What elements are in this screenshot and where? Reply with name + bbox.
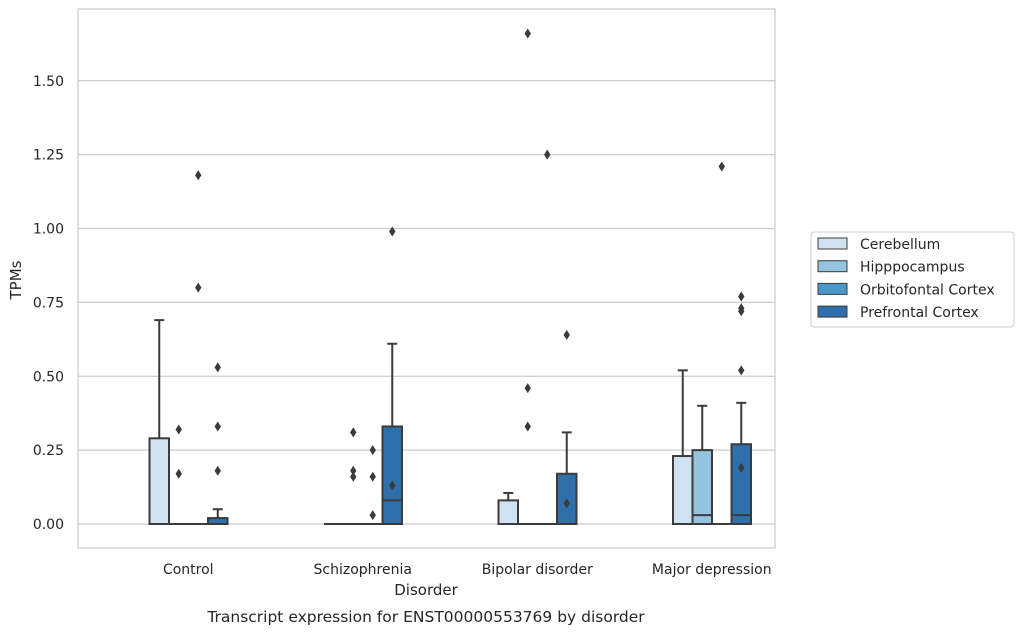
y-axis-label: TPMs	[7, 260, 25, 300]
outlier-point	[175, 468, 182, 479]
outlier-point	[214, 465, 221, 476]
outlier-point	[214, 362, 221, 373]
box-body	[672, 455, 694, 525]
legend-label: Cerebellum	[860, 237, 940, 253]
box-orbitofontal-cortex	[363, 445, 383, 525]
box-prefrontal-cortex	[207, 362, 229, 526]
outlier-point	[563, 498, 570, 509]
box-body	[691, 449, 713, 525]
outlier-point	[195, 282, 202, 293]
box-hipppocampus	[691, 404, 713, 525]
outlier-point	[738, 462, 745, 473]
y-tick-label: 0.25	[33, 443, 64, 459]
x-tick-label: Schizophrenia	[314, 562, 412, 578]
box-body	[497, 499, 519, 525]
box-body	[381, 425, 403, 525]
y-tick-label: 1.50	[33, 74, 64, 90]
x-tick-label: Bipolar disorder	[482, 562, 593, 578]
x-axis-ticks: Control Schizophrenia Bipolar disorder Majo…	[163, 562, 772, 578]
box-hipppocampus	[343, 427, 363, 525]
outlier-point	[369, 510, 376, 521]
box-body	[730, 443, 752, 525]
y-axis-ticks: 0.00 0.25 0.50 0.75 1.00 1.25 1.50	[33, 74, 64, 533]
y-tick-label: 1.00	[33, 222, 64, 238]
outlier-point	[195, 170, 202, 181]
y-tick-label: 0.75	[33, 295, 64, 311]
box-prefrontal-cortex	[381, 226, 403, 525]
legend-swatch	[817, 237, 848, 250]
chart-caption: Transcript expression for ENST0000055376…	[206, 608, 645, 626]
outlier-point	[214, 421, 221, 432]
outlier-point	[524, 421, 531, 432]
grid-lines	[78, 80, 775, 525]
outlier-point	[544, 149, 551, 160]
box-orbitofontal-cortex	[712, 161, 732, 525]
legend-frame	[810, 231, 1015, 328]
legend-swatch	[817, 305, 848, 318]
outlier-point	[350, 471, 357, 482]
plot-area-frame	[77, 8, 776, 549]
outlier-point	[738, 303, 745, 314]
legend-swatch	[817, 260, 848, 273]
legend-label: Hipppocampus	[860, 260, 965, 276]
outlier-point	[175, 424, 182, 435]
box-orbitofontal-cortex	[188, 170, 208, 525]
outlier-point	[350, 465, 357, 476]
outlier-point	[350, 427, 357, 438]
outlier-point	[738, 291, 745, 302]
y-tick-label: 0.50	[33, 369, 64, 385]
outlier-point	[524, 28, 531, 39]
box-orbitofontal-cortex	[537, 149, 557, 525]
box-cerebellum	[672, 369, 694, 525]
outlier-point	[738, 365, 745, 376]
legend-swatch	[817, 282, 848, 295]
outlier-point	[369, 471, 376, 482]
box-cerebellum	[497, 491, 519, 525]
box-hipppocampus	[169, 424, 189, 525]
box-series	[148, 28, 752, 526]
outlier-point	[389, 226, 396, 237]
x-axis-label: Disorder	[394, 581, 458, 599]
y-tick-label: 0.00	[33, 517, 64, 533]
box-hipppocampus	[518, 28, 538, 525]
x-tick-label: Control	[163, 562, 214, 578]
legend: Cerebellum Hipppocampus Orbitofontal Corte…	[810, 231, 1015, 328]
outlier-point	[563, 329, 570, 340]
y-tick-label: 1.25	[33, 148, 64, 164]
box-prefrontal-cortex	[730, 291, 752, 525]
outlier-point	[718, 161, 725, 172]
box-cerebellum	[148, 319, 170, 525]
outlier-point	[524, 383, 531, 394]
legend-label: Orbitofontal Cortex	[860, 282, 995, 298]
outlier-point	[389, 480, 396, 491]
box-body	[148, 437, 170, 525]
legend-label: Prefrontal Cortex	[860, 305, 979, 321]
outlier-point	[369, 445, 376, 456]
x-tick-label: Major depression	[652, 562, 772, 578]
box-prefrontal-cortex	[556, 329, 578, 526]
